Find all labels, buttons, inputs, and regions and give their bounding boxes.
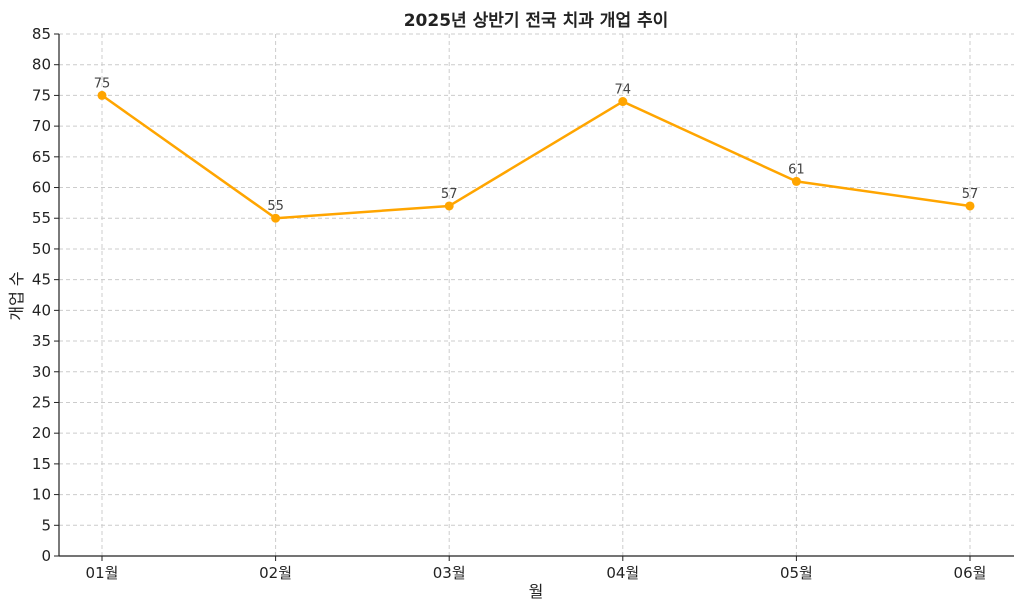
- x-tick-label: 04월: [606, 564, 639, 582]
- y-tick-label: 50: [32, 240, 51, 258]
- data-point: [444, 201, 454, 211]
- grid: [59, 33, 1014, 556]
- data-point: [791, 176, 801, 186]
- x-tick-label: 06월: [954, 564, 987, 582]
- y-tick-label: 0: [41, 547, 51, 565]
- y-tick-label: 75: [32, 86, 51, 104]
- data-label: 57: [441, 187, 458, 202]
- x-tick-label: 05월: [780, 564, 813, 582]
- x-tick-label: 02월: [259, 564, 292, 582]
- y-tick-label: 85: [32, 25, 51, 43]
- data-label: 55: [267, 199, 284, 214]
- data-point: [618, 97, 628, 107]
- y-axis-label: 개업 수: [7, 271, 26, 320]
- y-tick-label: 10: [32, 486, 51, 504]
- y-tick-label: 55: [32, 209, 51, 227]
- data-point: [97, 90, 107, 100]
- y-tick-label: 25: [32, 393, 51, 411]
- y-tick-label: 45: [32, 271, 51, 289]
- series: 75 55 57 74 61 57: [94, 76, 979, 223]
- y-tick-label: 60: [32, 179, 51, 197]
- y-tick-label: 70: [32, 117, 51, 135]
- data-label: 75: [94, 76, 111, 91]
- x-axis-ticks: 01월 02월 03월 04월 05월 06월: [86, 556, 987, 582]
- data-label: 57: [962, 187, 979, 202]
- y-tick-label: 80: [32, 56, 51, 74]
- y-tick-label: 5: [41, 516, 51, 534]
- y-tick-label: 30: [32, 363, 51, 381]
- data-label: 61: [788, 162, 805, 177]
- y-axis-ticks: 0 5 10 15 20 25 30 35 40 45 50 55 60 65 70 75 80 85: [32, 25, 59, 565]
- data-point: [271, 213, 281, 223]
- data-label: 74: [615, 83, 632, 98]
- x-axis-label: 월: [529, 582, 544, 601]
- y-tick-label: 20: [32, 424, 51, 442]
- y-tick-label: 35: [32, 332, 51, 350]
- y-tick-label: 65: [32, 148, 51, 166]
- y-tick-label: 15: [32, 455, 51, 473]
- x-tick-label: 03월: [433, 564, 466, 582]
- axes: [58, 34, 1014, 557]
- chart-title: 2025년 상반기 전국 치과 개업 추이: [404, 11, 669, 31]
- series-line: [101, 94, 971, 220]
- y-tick-label: 40: [32, 301, 51, 319]
- x-tick-label: 01월: [86, 564, 119, 582]
- data-point: [965, 201, 975, 211]
